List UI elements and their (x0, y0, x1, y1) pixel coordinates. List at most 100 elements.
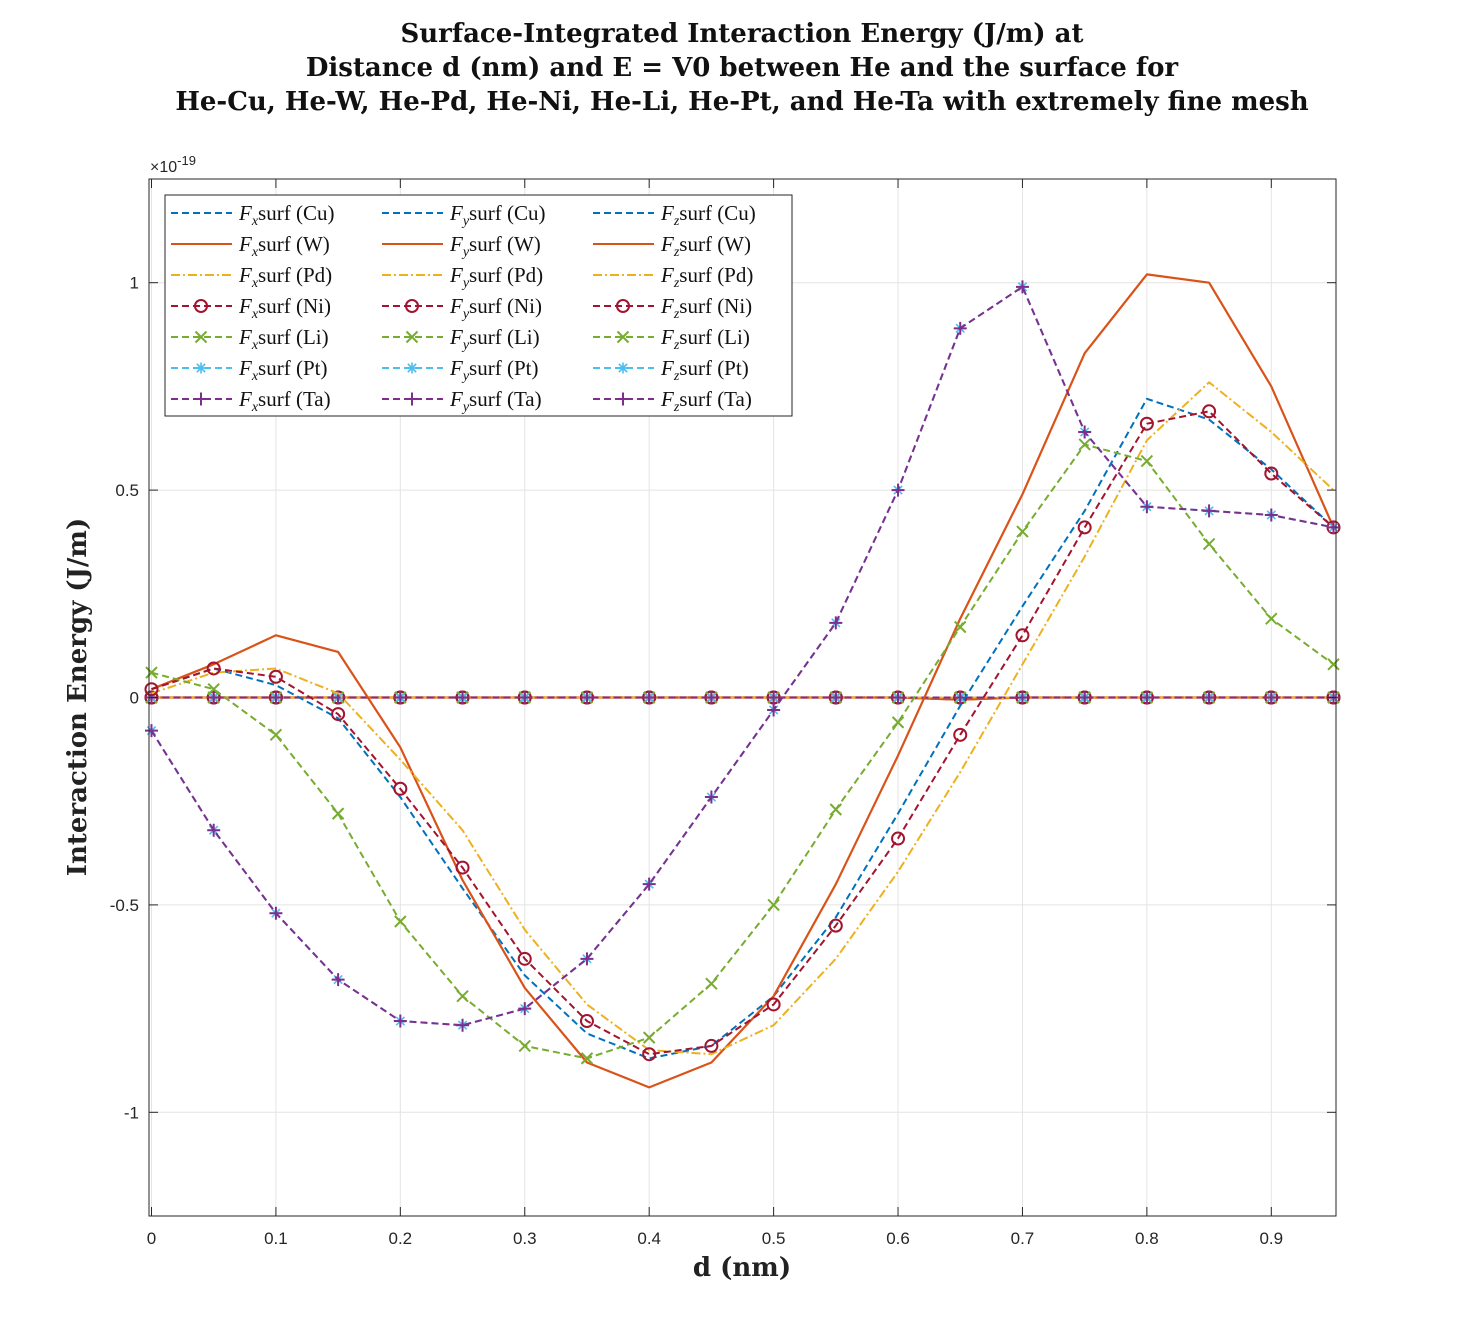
data-point (1265, 612, 1278, 625)
legend-entry-z-cu: Fzsurf (Cu) (593, 201, 756, 229)
data-point (1202, 537, 1216, 551)
data-point (891, 691, 905, 704)
data-point (206, 661, 221, 676)
legend-label: Fzsurf (Ni) (660, 294, 752, 322)
legend-label: Fysurf (Li) (449, 325, 540, 353)
legend: Fxsurf (Cu) Fysurf (Cu) Fzsurf (Cu) Fxsurf … (164, 194, 793, 417)
data-point (1140, 691, 1154, 704)
data-point (766, 997, 781, 1012)
x-tick-label: 0.6 (886, 1229, 910, 1248)
legend-label: Fysurf (Pt) (449, 356, 538, 384)
legend-entry-x-pd: Fxsurf (Pd) (171, 263, 332, 291)
x-tick-label: 0.8 (1135, 1229, 1159, 1248)
legend-marker (405, 392, 419, 406)
series-line (151, 397, 1335, 1060)
title-line-3: He-Cu, He-W, He-Pd, He-Ni, He-Li, He-Pt,… (175, 87, 1308, 117)
series-line (151, 410, 1335, 1056)
legend-label: Fxsurf (Pt) (238, 356, 327, 384)
legend-marker (194, 299, 208, 313)
data-point (1140, 500, 1154, 514)
data-point (891, 716, 905, 729)
series-x-ta (144, 280, 1341, 1032)
data-point (953, 727, 968, 742)
series-x-w (151, 273, 1335, 1089)
data-point (331, 973, 345, 987)
legend-marker (405, 330, 419, 344)
data-point (767, 703, 781, 717)
legend-marker (194, 330, 208, 344)
data-point (393, 781, 408, 796)
data-point (704, 1038, 719, 1053)
title-line-1: Surface-Integrated Interaction Energy (J… (401, 19, 1084, 49)
x-tick-label: 0.3 (513, 1229, 537, 1248)
data-point (767, 898, 780, 912)
series-x-cu (151, 397, 1335, 1060)
y-tick-label: 1 (130, 274, 139, 293)
data-point (144, 682, 159, 697)
data-point (1202, 404, 1217, 419)
x-tick-label: 0.1 (264, 1229, 288, 1248)
data-point (829, 616, 843, 630)
data-point (1078, 691, 1092, 704)
legend-label: Fysurf (Ni) (449, 294, 542, 322)
series-line (151, 273, 1335, 1089)
series-line (151, 381, 1335, 1056)
data-point (1015, 691, 1029, 704)
legend-marker (616, 392, 630, 406)
data-point (580, 952, 594, 966)
x-axis-label: d (nm) (693, 1253, 791, 1283)
legend-label: Fysurf (Pd) (449, 263, 543, 291)
legend-label: Fzsurf (Li) (660, 325, 750, 353)
y-exponent-label: ×10-19 (150, 153, 196, 176)
data-point (518, 1039, 531, 1053)
y-tick-label: 0.5 (115, 481, 139, 500)
data-point (1015, 280, 1029, 294)
data-point (829, 691, 843, 704)
legend-marker (406, 362, 418, 374)
data-point (207, 823, 221, 837)
legend-entry-y-pd: Fysurf (Pd) (382, 263, 543, 291)
title-line-2: Distance d (nm) and E = V0 between He an… (306, 53, 1179, 83)
data-point (1264, 691, 1278, 704)
data-point (207, 691, 221, 704)
legend-entry-x-cu: Fxsurf (Cu) (171, 201, 334, 229)
data-point (1078, 425, 1092, 439)
data-point (953, 321, 967, 335)
legend-entry-x-ni: Fxsurf (Ni) (171, 294, 331, 322)
legend-entry-y-w: Fysurf (W) (382, 232, 541, 260)
legend-label: Fzsurf (Pt) (660, 356, 749, 384)
data-point (1202, 504, 1216, 518)
legend-entry-y-pt: Fysurf (Pt) (382, 356, 538, 384)
series-line (151, 443, 1335, 1060)
data-point (1015, 628, 1030, 643)
data-point (1327, 520, 1341, 534)
y-tick-label: -0.5 (110, 896, 139, 915)
series-x-pd (151, 381, 1335, 1056)
data-point (331, 707, 346, 722)
legend-entry-z-li: Fzsurf (Li) (593, 325, 750, 353)
legend-label: Fysurf (Cu) (449, 201, 545, 229)
data-point (767, 691, 781, 704)
data-point (704, 790, 718, 804)
data-point (394, 915, 407, 928)
data-point (269, 691, 283, 704)
legend-entry-z-w: Fzsurf (W) (593, 232, 751, 260)
data-point (1078, 438, 1091, 451)
legend-label: Fysurf (Ta) (449, 387, 542, 415)
data-point (1139, 416, 1154, 431)
data-point (1264, 508, 1278, 522)
x-tick-label: 0.5 (762, 1229, 786, 1248)
data-point (1140, 454, 1154, 468)
legend-label: Fzsurf (Pd) (660, 263, 753, 291)
legend-entry-x-li: Fxsurf (Li) (171, 325, 329, 353)
legend-label: Fzsurf (Ta) (660, 387, 752, 415)
x-tick-label: 0.4 (637, 1229, 661, 1248)
data-point (580, 1052, 594, 1065)
legend-entry-z-ta: Fzsurf (Ta) (593, 387, 752, 415)
data-point (580, 691, 594, 704)
data-point (1016, 525, 1029, 538)
series-line (150, 285, 1334, 1027)
legend-label: Fxsurf (Li) (238, 325, 329, 353)
x-tick-label: 0.7 (1011, 1229, 1035, 1248)
y-tick-label: 0 (130, 689, 139, 708)
